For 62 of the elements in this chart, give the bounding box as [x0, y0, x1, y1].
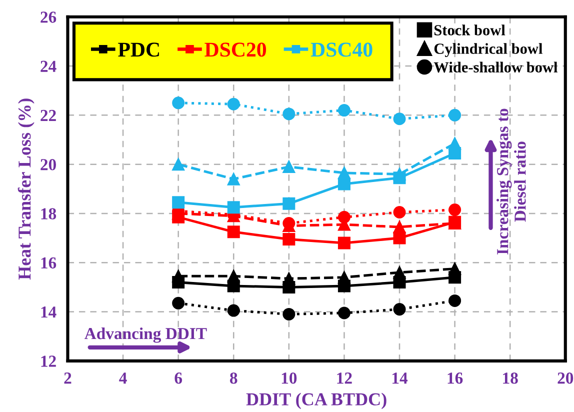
point [338, 236, 350, 250]
y-tick-label: 26 [40, 12, 56, 23]
point [448, 204, 462, 216]
point [338, 271, 350, 284]
y-tick-label: 24 [40, 60, 56, 72]
point [282, 197, 296, 210]
point [172, 296, 185, 310]
point [172, 196, 185, 209]
point [393, 206, 406, 218]
point [393, 168, 406, 180]
x-tick-label: 12 [337, 372, 352, 384]
point [172, 96, 185, 110]
x-tick-label: 4 [119, 372, 127, 384]
point [282, 160, 296, 174]
y-tick-label: 16 [41, 257, 56, 269]
point [282, 272, 296, 285]
point [448, 108, 462, 122]
annotation: Cylindrical bowl [434, 43, 542, 58]
x-tick-label: 14 [392, 372, 408, 384]
point [338, 306, 350, 320]
y-tick-label: 12 [41, 356, 56, 367]
x-tick-label: 6 [174, 372, 182, 384]
y-tick-label: 14 [41, 306, 56, 318]
point [448, 294, 462, 307]
point [227, 304, 240, 317]
point [393, 232, 406, 244]
y-tick-label: 18 [41, 208, 56, 220]
point [338, 166, 350, 180]
x-tick-label: 16 [448, 372, 463, 384]
y-tick-label: 22 [40, 110, 56, 121]
x-tick-label: 18 [503, 372, 518, 384]
point [282, 233, 296, 246]
legend-label: DSC20 [204, 42, 266, 57]
legend-label: DSC40 [310, 42, 372, 57]
x-tick-label: 20 [558, 372, 574, 384]
point [227, 270, 240, 282]
x-axis-title: DDIT (CA BTDC) [246, 392, 386, 410]
point [393, 303, 406, 316]
point [282, 308, 296, 320]
point [393, 266, 406, 279]
point [448, 262, 462, 276]
x-tick-label: 10 [282, 372, 297, 384]
point [227, 226, 240, 238]
point [172, 158, 185, 171]
point [227, 172, 240, 186]
x-tick-label: 2 [64, 372, 72, 384]
y-axis-title: Heat Transfer Loss (%) [18, 98, 34, 280]
legend-label: PDC [118, 42, 159, 57]
point [227, 201, 240, 214]
point [338, 210, 350, 224]
y-tick-label: 20 [40, 159, 56, 170]
point [393, 112, 406, 126]
point [227, 98, 240, 110]
annotation: Wide-shallow bowl [434, 62, 558, 73]
point [448, 137, 462, 150]
annotation: Advancing DDIT [84, 327, 207, 343]
annotation: Increasing Syngas to Diesel ratio [496, 108, 526, 254]
annotation: Stock bowl [434, 24, 506, 36]
x-tick-label: 8 [230, 372, 238, 384]
point [282, 108, 296, 120]
point [338, 104, 350, 117]
point [393, 220, 406, 234]
